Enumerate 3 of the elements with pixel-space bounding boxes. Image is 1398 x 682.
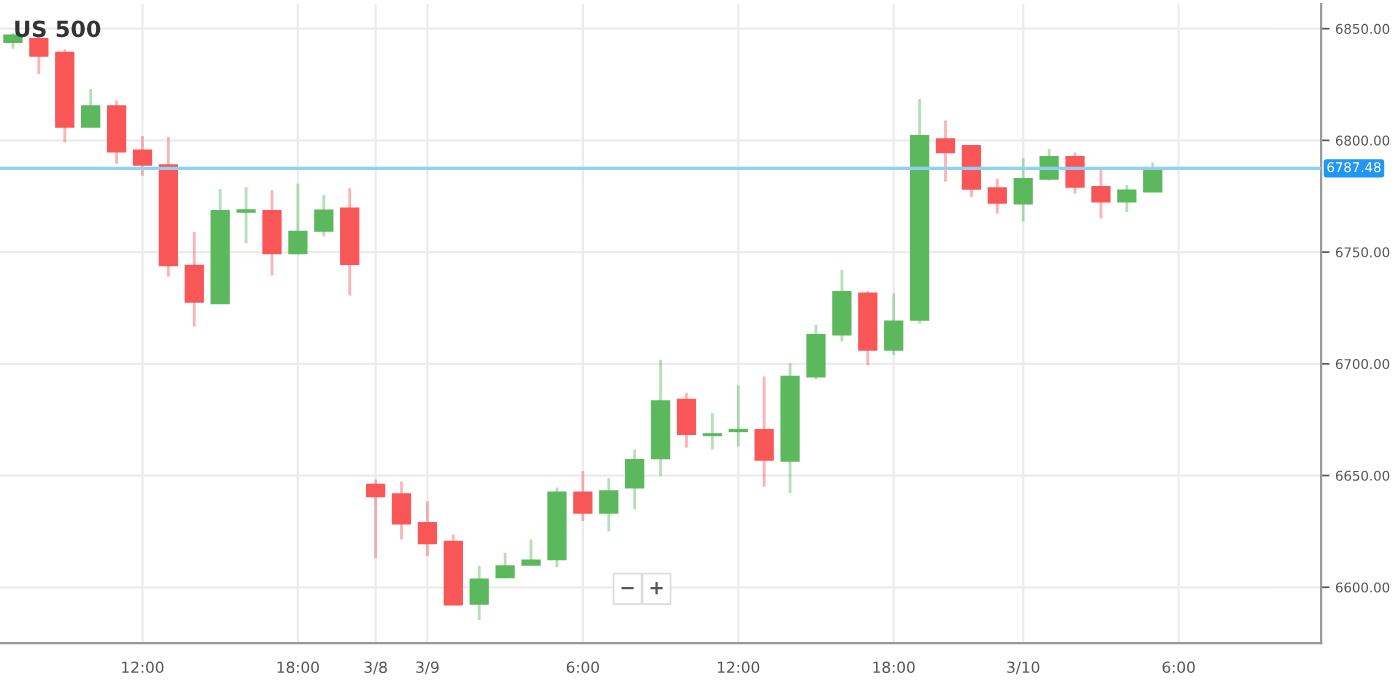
text: US 500 — [15, 20, 101, 38]
annotation: + — [650, 581, 663, 595]
annotation: − — [621, 586, 634, 590]
